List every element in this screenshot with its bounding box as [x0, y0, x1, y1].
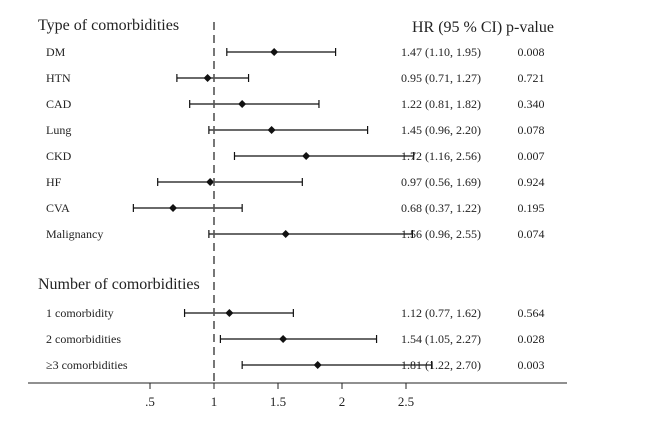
- hr-point-marker: [206, 178, 215, 186]
- x-tick-label: .5: [145, 394, 155, 409]
- section-group: Type of comorbidities DM 1.47 (1.10, 1.95)…: [38, 17, 545, 241]
- x-tick-label: 2: [339, 394, 346, 409]
- forest-row: HF 0.97 (0.56, 1.69) 0.924: [46, 175, 545, 189]
- forest-row: CAD 1.22 (0.81, 1.82) 0.340: [46, 97, 545, 111]
- plot-rows: Type of comorbidities DM 1.47 (1.10, 1.95)…: [38, 17, 545, 372]
- hr-point-marker: [281, 230, 290, 238]
- forest-row: CKD 1.72 (1.16, 2.56) 0.007: [46, 149, 545, 163]
- row-label: CVA: [46, 201, 70, 215]
- hr-point-marker: [267, 126, 276, 134]
- hr-ci-value: 0.68 (0.37, 1.22): [401, 201, 481, 215]
- p-value: 0.007: [518, 149, 545, 163]
- section-group: Number of comorbidities 1 comorbidity 1.12…: [38, 276, 545, 372]
- hr-point-marker: [169, 204, 178, 212]
- row-label: ≥3 comorbidities: [46, 358, 128, 372]
- row-label: 1 comorbidity: [46, 306, 114, 320]
- hr-ci-value: 1.12 (0.77, 1.62): [401, 306, 481, 320]
- hr-ci-value: 0.95 (0.71, 1.27): [401, 71, 481, 85]
- row-label: DM: [46, 45, 66, 59]
- row-label: HTN: [46, 71, 71, 85]
- x-tick-label: 1.5: [270, 394, 286, 409]
- hr-ci-value: 1.45 (0.96, 2.20): [401, 123, 481, 137]
- row-label: HF: [46, 175, 62, 189]
- forest-row: CVA 0.68 (0.37, 1.22) 0.195: [46, 201, 545, 215]
- p-value: 0.074: [518, 227, 545, 241]
- p-value: 0.721: [518, 71, 545, 85]
- hr-ci-value: 1.72 (1.16, 2.56): [401, 149, 481, 163]
- section-title: Number of comorbidities: [38, 276, 200, 293]
- forest-row: DM 1.47 (1.10, 1.95) 0.008: [46, 45, 545, 59]
- hr-point-marker: [270, 48, 279, 56]
- forest-row: ≥3 comorbidities 1.81 (1.22, 2.70) 0.003: [46, 358, 545, 372]
- p-value: 0.924: [518, 175, 545, 189]
- hr-ci-value: 1.47 (1.10, 1.95): [401, 45, 481, 59]
- hr-ci-value: 1.56 (0.96, 2.55): [401, 227, 481, 241]
- forest-row: 1 comorbidity 1.12 (0.77, 1.62) 0.564: [46, 306, 545, 320]
- p-value-column-header: p-value: [506, 19, 554, 36]
- section-title: Type of comorbidities: [38, 17, 179, 34]
- hr-point-marker: [302, 152, 311, 160]
- forest-row: HTN 0.95 (0.71, 1.27) 0.721: [46, 71, 545, 85]
- hr-ci-value: 1.54 (1.05, 2.27): [401, 332, 481, 346]
- hr-point-marker: [238, 100, 247, 108]
- forest-row: Lung 1.45 (0.96, 2.20) 0.078: [46, 123, 545, 137]
- p-value: 0.003: [518, 358, 545, 372]
- row-label: Malignancy: [46, 227, 103, 241]
- row-label: Lung: [46, 123, 71, 137]
- row-label: CAD: [46, 97, 72, 111]
- p-value: 0.028: [518, 332, 545, 346]
- p-value: 0.008: [518, 45, 545, 59]
- hr-point-marker: [203, 74, 212, 82]
- p-value: 0.340: [518, 97, 545, 111]
- p-value: 0.564: [518, 306, 545, 320]
- forest-row: 2 comorbidities 1.54 (1.05, 2.27) 0.028: [46, 332, 545, 346]
- p-value: 0.195: [518, 201, 545, 215]
- row-label: CKD: [46, 149, 72, 163]
- x-axis-ticks: .5 1 1.5 2 2.5: [145, 383, 414, 409]
- hr-point-marker: [313, 361, 322, 369]
- hr-ci-value: 1.22 (0.81, 1.82): [401, 97, 481, 111]
- hr-ci-value: 0.97 (0.56, 1.69): [401, 175, 481, 189]
- hr-point-marker: [279, 335, 288, 343]
- x-tick-label: 2.5: [398, 394, 414, 409]
- x-tick-label: 1: [211, 394, 218, 409]
- forest-row: Malignancy 1.56 (0.96, 2.55) 0.074: [46, 227, 545, 241]
- p-value: 0.078: [518, 123, 545, 137]
- hr-column-header: HR (95 % CI): [412, 19, 502, 36]
- hr-ci-value: 1.81 (1.22, 2.70): [401, 358, 481, 372]
- row-label: 2 comorbidities: [46, 332, 121, 346]
- hr-point-marker: [225, 309, 234, 317]
